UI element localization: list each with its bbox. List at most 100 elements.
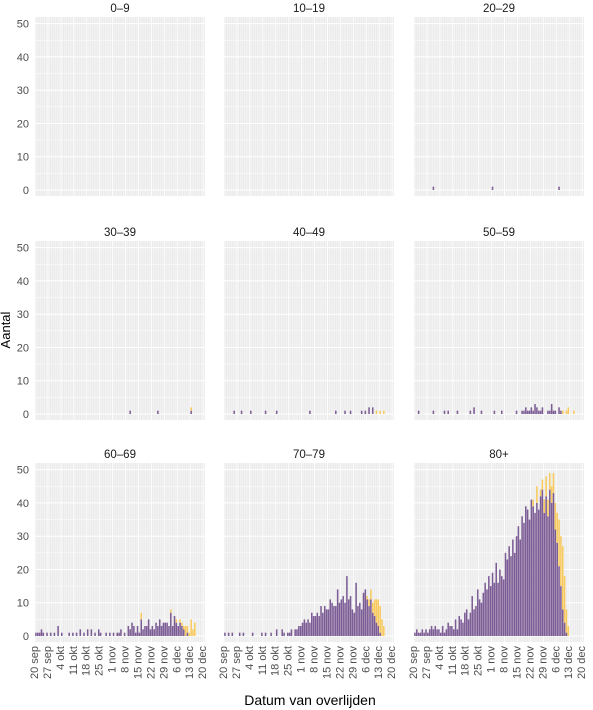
bar-primary xyxy=(105,632,107,636)
bar-secondary xyxy=(547,499,549,517)
y-tick-label: 10 xyxy=(17,598,29,610)
bar-secondary xyxy=(554,502,557,530)
bar-primary xyxy=(379,632,381,636)
x-tick-label: 20 dec xyxy=(197,646,209,680)
bar-primary xyxy=(425,629,427,636)
bar-secondary xyxy=(560,536,562,587)
bar-primary xyxy=(462,622,464,636)
bar-primary xyxy=(541,407,544,414)
bar-primary xyxy=(286,632,289,636)
bar-primary xyxy=(451,626,453,636)
x-tick-label: 18 okt xyxy=(460,646,472,676)
bar-secondary xyxy=(567,407,570,414)
bar-primary xyxy=(480,410,483,414)
bar-primary xyxy=(298,626,300,636)
bar-primary xyxy=(151,626,154,636)
bar-primary xyxy=(500,410,503,414)
bar-primary xyxy=(434,626,437,636)
bar-primary xyxy=(373,616,376,636)
y-tick-label: 20 xyxy=(17,564,29,576)
bar-primary xyxy=(458,616,461,636)
bar-primary xyxy=(40,629,43,636)
bar-primary xyxy=(427,632,429,636)
bar-primary xyxy=(349,410,352,414)
bar-primary xyxy=(153,629,155,636)
bar-primary xyxy=(133,626,135,636)
x-tick-label: 4 okt xyxy=(434,646,446,670)
bar-secondary xyxy=(181,622,183,627)
bar-primary xyxy=(186,632,189,636)
bar-primary xyxy=(227,632,230,636)
bar-primary xyxy=(521,516,523,636)
bar-secondary xyxy=(373,599,376,617)
bar-primary xyxy=(38,632,41,636)
bar-primary xyxy=(432,186,435,190)
facet-panel: 30–39 0 10 20 30 40 50 xyxy=(17,227,206,421)
bar-primary xyxy=(329,599,332,636)
y-tick-label: 20 xyxy=(17,118,29,130)
bar-primary xyxy=(561,609,564,636)
facet-panel: 0–9 0 10 20 30 40 50 xyxy=(17,3,206,197)
bar-primary xyxy=(344,410,346,414)
bar-primary xyxy=(296,629,298,636)
bar-primary xyxy=(353,612,356,636)
bar-primary xyxy=(521,410,523,414)
bar-primary xyxy=(275,410,278,414)
bar-primary xyxy=(147,619,150,636)
x-tick-label: 18 okt xyxy=(270,646,282,676)
bar-primary xyxy=(432,410,435,414)
bar-primary xyxy=(360,609,363,636)
x-tick-label: 20 dec xyxy=(386,646,398,680)
bar-primary xyxy=(362,592,365,636)
bar-primary xyxy=(525,506,527,636)
x-tick-label: 11 okt xyxy=(257,646,269,675)
bar-primary xyxy=(552,410,555,414)
bar-primary xyxy=(491,186,494,190)
bar-primary xyxy=(368,606,370,636)
x-tick-label: 27 sep xyxy=(42,646,54,679)
bar-primary xyxy=(299,626,302,636)
bar-primary xyxy=(240,410,243,414)
bar-primary xyxy=(309,622,311,636)
x-tick-label: 1 nov xyxy=(296,646,308,673)
bar-primary xyxy=(357,606,359,636)
y-tick-label: 0 xyxy=(23,409,29,421)
bar-primary xyxy=(344,602,346,636)
x-tick-label: 20 sep xyxy=(218,646,230,679)
x-tick-label: 15 nov xyxy=(132,646,144,680)
bar-primary xyxy=(242,632,245,636)
facet-panel: 20–29 xyxy=(413,3,585,196)
y-tick-label: 50 xyxy=(17,19,29,31)
bar-primary xyxy=(118,632,120,636)
bar-primary xyxy=(318,616,320,636)
bar-primary xyxy=(506,559,509,636)
bar-primary xyxy=(305,622,308,636)
bar-secondary xyxy=(379,606,381,633)
bar-primary xyxy=(464,612,466,636)
bar-secondary xyxy=(565,410,568,414)
bar-primary xyxy=(283,632,285,636)
bar-primary xyxy=(164,622,167,636)
bar-primary xyxy=(129,410,131,414)
bar-primary xyxy=(109,632,111,636)
bar-primary xyxy=(428,629,431,636)
bar-primary xyxy=(181,626,183,636)
bar-primary xyxy=(523,522,525,636)
bar-primary xyxy=(550,404,553,414)
bar-primary xyxy=(138,632,141,636)
bar-primary xyxy=(61,632,63,636)
bar-primary xyxy=(90,629,93,636)
bar-primary xyxy=(473,609,475,636)
bar-secondary xyxy=(556,512,558,543)
bar-secondary xyxy=(536,486,538,503)
bar-secondary xyxy=(561,546,564,610)
bar-primary xyxy=(423,632,425,636)
bar-primary xyxy=(175,622,178,636)
bar-primary xyxy=(49,632,52,636)
y-tick-label: 30 xyxy=(17,309,29,321)
x-tick-label: 29 nov xyxy=(537,646,549,680)
bar-primary xyxy=(314,616,317,636)
x-tick-label: 22 nov xyxy=(145,646,157,680)
bar-primary xyxy=(275,629,278,636)
bar-primary xyxy=(440,632,442,636)
